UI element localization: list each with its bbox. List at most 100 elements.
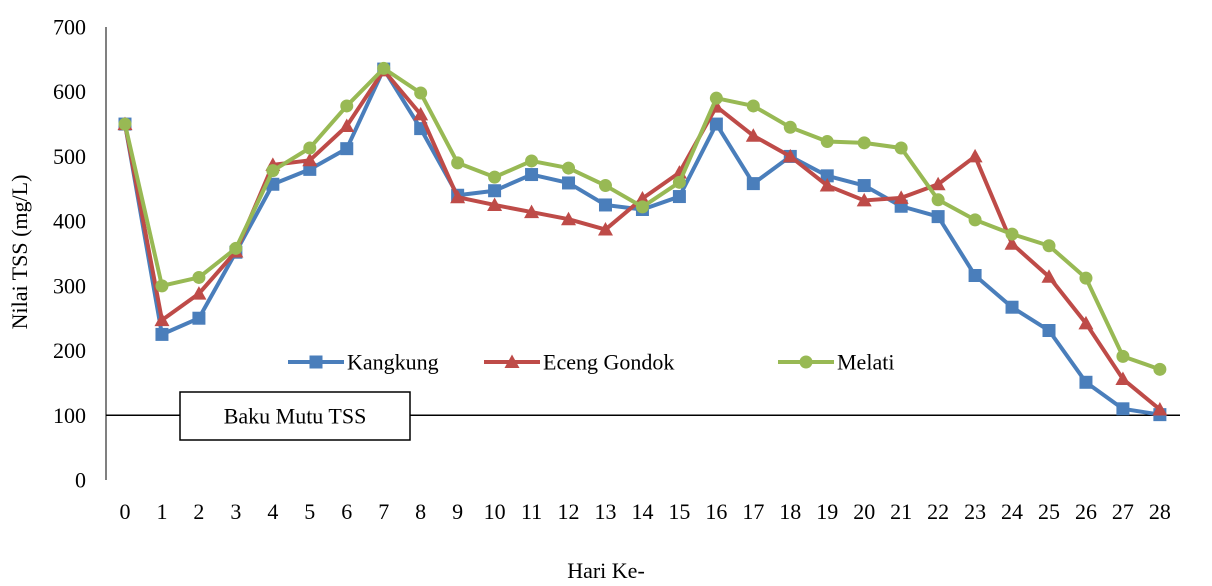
- y-axis-label: Nilai TSS (mg/L): [7, 175, 32, 330]
- data-point-melati: [303, 141, 317, 155]
- data-point-eceng-gondok: [413, 106, 429, 121]
- legend-swatch-marker: [799, 355, 813, 369]
- data-point-melati: [598, 179, 612, 193]
- data-point-melati: [1079, 271, 1093, 285]
- data-point-melati: [340, 99, 354, 113]
- threshold-label-box: [179, 391, 411, 441]
- data-point-melati: [229, 241, 243, 255]
- data-point-melati: [746, 99, 760, 113]
- data-point-kangkung: [931, 210, 945, 224]
- y-tick-label: 300: [53, 273, 86, 298]
- y-tick-label: 200: [53, 338, 86, 363]
- x-tick-label: 5: [304, 499, 315, 524]
- y-tick-label: 100: [53, 403, 86, 428]
- data-point-eceng-gondok: [1004, 236, 1020, 250]
- data-point-eceng-gondok: [819, 178, 835, 192]
- x-tick-label: 15: [668, 499, 690, 524]
- data-point-kangkung: [968, 269, 982, 283]
- data-point-eceng-gondok: [339, 118, 355, 133]
- data-point-melati: [192, 270, 206, 284]
- data-point-melati: [488, 170, 502, 184]
- legend-item-kangkung: Kangkung: [288, 350, 439, 375]
- x-tick-label: 14: [631, 499, 653, 524]
- x-tick-label: 20: [853, 499, 875, 524]
- x-tick-label: 22: [927, 499, 949, 524]
- threshold-label: Baku Mutu TSS: [224, 404, 367, 429]
- y-tick-label: 400: [53, 209, 86, 234]
- x-tick-label: 11: [521, 499, 542, 524]
- x-axis-label: Hari Ke-: [567, 558, 645, 583]
- x-tick-label: 16: [705, 499, 727, 524]
- data-point-eceng-gondok: [597, 222, 613, 236]
- data-point-melati: [968, 213, 982, 227]
- data-point-eceng-gondok: [154, 312, 170, 327]
- x-tick-label: 9: [452, 499, 463, 524]
- legend-item-melati: Melati: [778, 350, 894, 375]
- legend-swatch-marker: [309, 355, 323, 369]
- y-tick-labels: 0 100 200 300 400 500 600 700: [53, 15, 86, 493]
- data-point-eceng-gondok: [1078, 315, 1094, 330]
- y-tick-label: 600: [53, 79, 86, 104]
- data-point-eceng-gondok: [634, 190, 650, 205]
- data-point-eceng-gondok: [893, 190, 909, 204]
- data-point-eceng-gondok: [561, 211, 577, 226]
- data-point-melati: [709, 91, 723, 105]
- data-point-eceng-gondok: [302, 152, 318, 167]
- data-point-melati: [1153, 362, 1167, 376]
- data-point-melati: [1116, 349, 1130, 363]
- series-melati: [118, 61, 1167, 376]
- data-point-melati: [1042, 239, 1056, 253]
- data-point-melati: [118, 117, 132, 131]
- y-tick-label: 700: [53, 15, 86, 40]
- data-point-eceng-gondok: [782, 148, 798, 163]
- data-point-melati: [414, 86, 428, 100]
- data-point-melati: [451, 156, 465, 170]
- x-tick-label: 7: [378, 499, 389, 524]
- data-point-melati: [931, 193, 945, 207]
- x-tick-label: 1: [156, 499, 167, 524]
- data-point-kangkung: [1005, 300, 1019, 314]
- data-point-melati: [894, 141, 908, 155]
- data-point-eceng-gondok: [1115, 371, 1131, 386]
- data-point-melati: [377, 61, 391, 75]
- x-tick-label: 27: [1112, 499, 1134, 524]
- data-point-kangkung: [672, 190, 686, 204]
- data-point-kangkung: [340, 142, 354, 156]
- data-point-melati: [820, 135, 834, 149]
- data-point-kangkung: [155, 327, 169, 341]
- x-tick-label: 3: [230, 499, 241, 524]
- data-point-melati: [635, 200, 649, 214]
- data-point-eceng-gondok: [930, 176, 946, 191]
- x-tick-label: 23: [964, 499, 986, 524]
- data-point-kangkung: [488, 184, 502, 198]
- data-point-eceng-gondok: [450, 189, 466, 204]
- data-point-eceng-gondok: [487, 197, 503, 211]
- data-point-eceng-gondok: [191, 286, 207, 300]
- x-tick-label: 21: [890, 499, 912, 524]
- data-point-melati: [783, 120, 797, 134]
- data-point-kangkung: [709, 117, 723, 131]
- legend-item-eceng-gondok: Eceng Gondok: [484, 350, 674, 375]
- x-tick-label: 26: [1075, 499, 1097, 524]
- data-point-kangkung: [1079, 375, 1093, 389]
- y-tick-label: 0: [75, 468, 86, 493]
- data-point-kangkung: [857, 179, 871, 193]
- data-point-eceng-gondok: [1041, 269, 1057, 283]
- legend-swatch-marker: [504, 354, 520, 368]
- x-tick-label: 2: [193, 499, 204, 524]
- x-tick-label: 12: [558, 499, 580, 524]
- x-tick-label: 6: [341, 499, 352, 524]
- x-tick-label: 19: [816, 499, 838, 524]
- legend: Kangkung Eceng Gondok Melati: [288, 350, 894, 375]
- data-point-eceng-gondok: [1152, 401, 1168, 416]
- data-point-kangkung: [1116, 402, 1130, 416]
- x-tick-label: 8: [415, 499, 426, 524]
- data-point-melati: [155, 279, 169, 293]
- data-point-eceng-gondok: [856, 192, 872, 207]
- data-point-kangkung: [746, 177, 760, 191]
- x-tick-label: 24: [1001, 499, 1023, 524]
- legend-label: Melati: [837, 350, 894, 375]
- data-point-melati: [672, 175, 686, 189]
- data-point-melati: [1005, 227, 1019, 241]
- x-tick-label: 0: [120, 499, 131, 524]
